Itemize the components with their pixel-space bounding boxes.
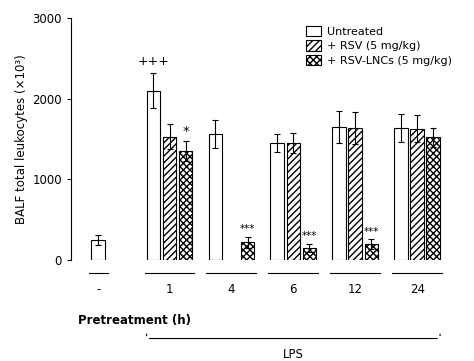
Text: 1: 1 (166, 283, 173, 296)
Bar (427, 138, 440, 260)
Text: 4: 4 (228, 283, 235, 296)
Bar (163, 136, 176, 260)
Bar (209, 134, 222, 260)
Text: 6: 6 (290, 283, 297, 296)
Bar (146, 91, 160, 260)
Text: Pretreatment (h): Pretreatment (h) (78, 314, 191, 327)
Text: ***: *** (302, 231, 317, 242)
Bar (394, 128, 408, 260)
Bar (332, 127, 346, 260)
Text: ***: *** (240, 224, 255, 234)
Text: -: - (96, 283, 100, 296)
Text: 24: 24 (410, 283, 425, 296)
Legend: Untreated, + RSV (5 mg/kg), + RSV-LNCs (5 mg/kg): Untreated, + RSV (5 mg/kg), + RSV-LNCs (… (304, 23, 454, 68)
Text: LPS: LPS (283, 348, 304, 361)
Bar (241, 242, 255, 260)
Bar (365, 244, 378, 260)
Bar (348, 128, 362, 260)
Text: ***: *** (364, 227, 379, 236)
Text: +++: +++ (137, 55, 169, 68)
Bar (271, 143, 284, 260)
Text: 12: 12 (348, 283, 363, 296)
Y-axis label: BALF total leukocytes (×10³): BALF total leukocytes (×10³) (15, 54, 28, 224)
Bar (302, 248, 316, 260)
Text: *: * (182, 125, 189, 138)
Bar (286, 143, 300, 260)
Bar (410, 129, 424, 260)
Bar (179, 151, 192, 260)
Bar (91, 240, 105, 260)
